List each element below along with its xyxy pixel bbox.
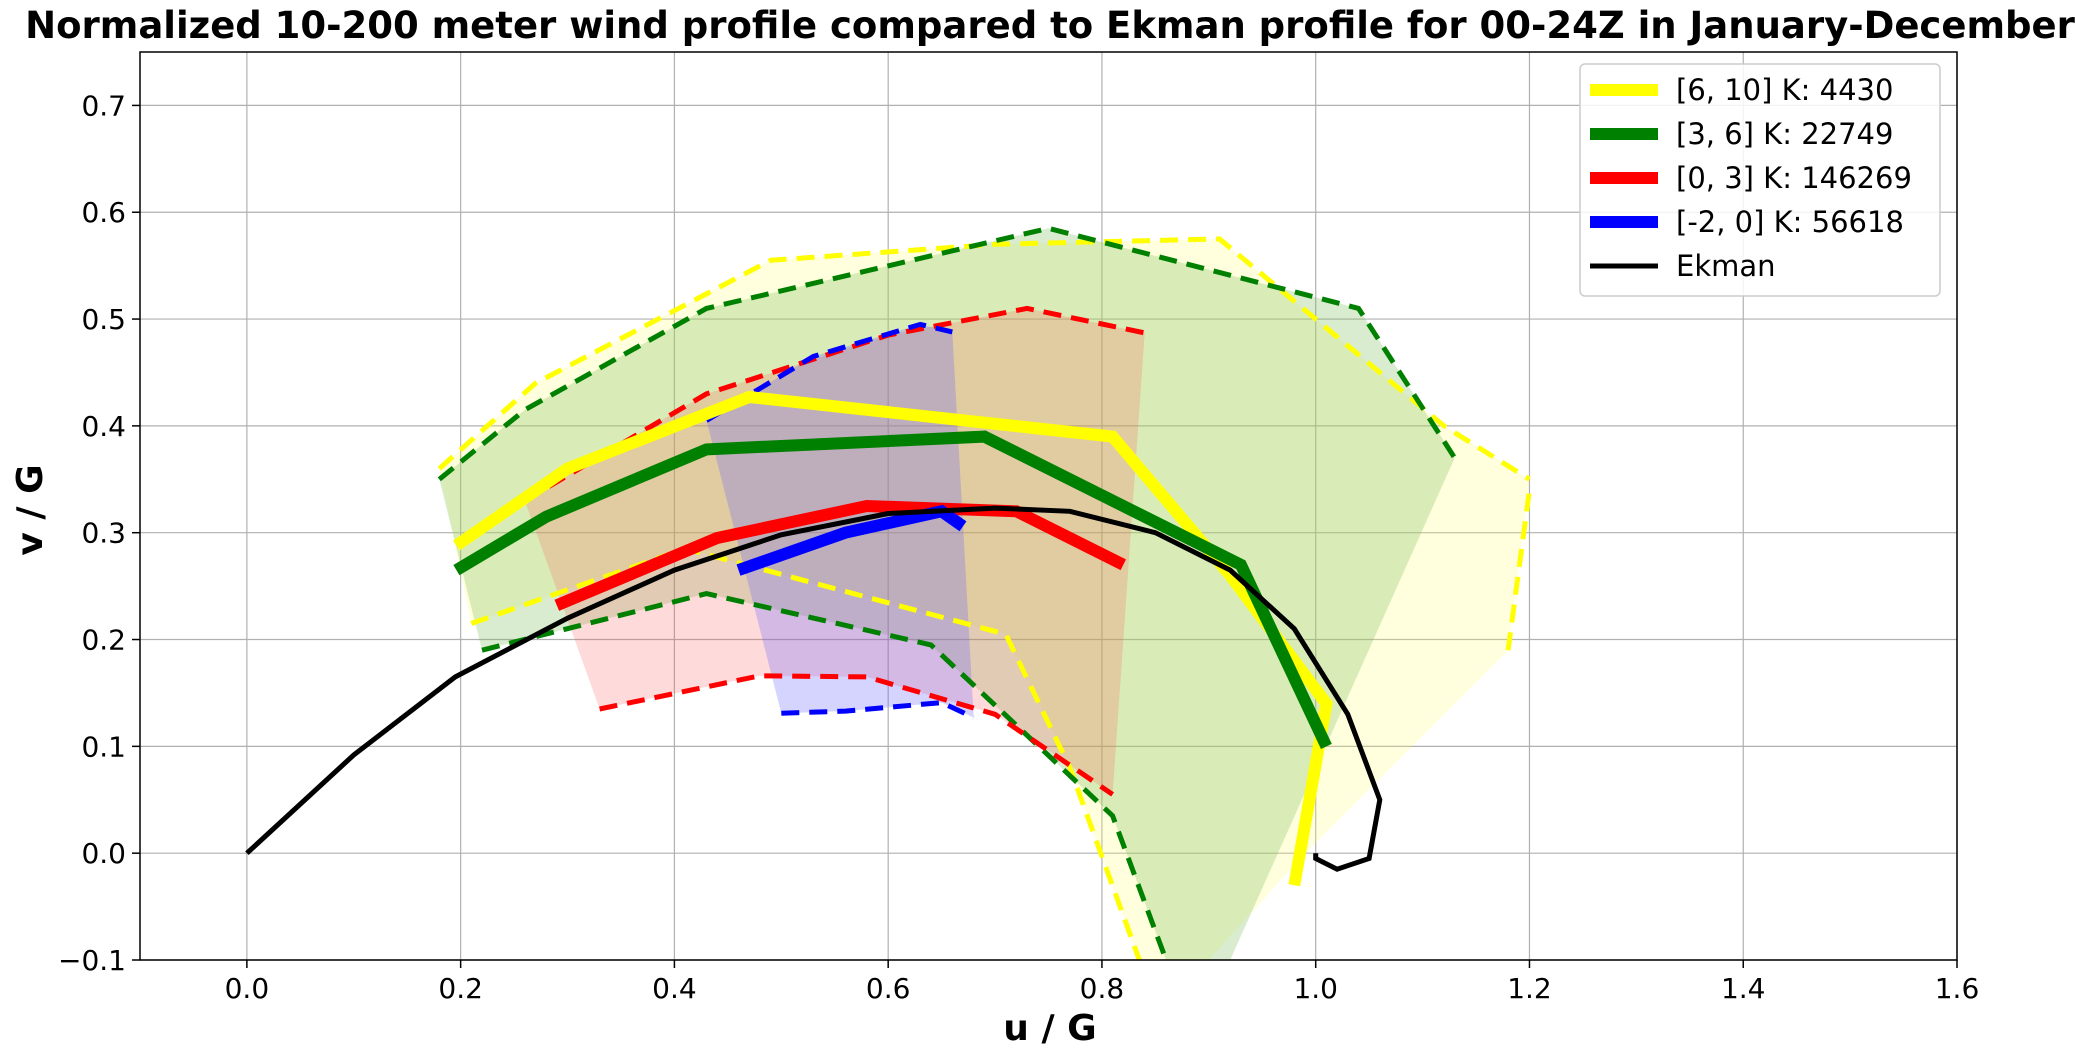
- y-tick-label: 0.1: [81, 730, 126, 763]
- x-tick-label: 0.2: [438, 972, 483, 1005]
- x-tick-label: 1.6: [1935, 972, 1980, 1005]
- y-axis-label: v / G: [10, 464, 51, 555]
- x-tick-label: 0.4: [652, 972, 697, 1005]
- mean-profile-line: [452, 390, 1333, 887]
- y-axis-ticks: −0.1 0.0 0.1 0.2 0.3 0.4 0.5 0.6 0.7: [58, 89, 140, 977]
- spread-boundary-lower: [599, 673, 1115, 797]
- y-tick-label: 0.5: [81, 303, 126, 336]
- legend-label: [3, 6] K: 22749: [1676, 117, 1893, 151]
- legend-label: Ekman: [1676, 249, 1776, 283]
- x-tick-label: 1.0: [1293, 972, 1338, 1005]
- spread-bands: [439, 228, 1530, 960]
- y-tick-label: 0.0: [81, 837, 126, 870]
- y-tick-label: 0.6: [81, 196, 126, 229]
- plot-frame: [139, 51, 1958, 961]
- spread-boundary-upper: [437, 225, 1457, 482]
- spread-boundary-lines: [437, 225, 1532, 960]
- legend-frame: [1579, 63, 1941, 297]
- x-tick-label: 1.2: [1507, 972, 1552, 1005]
- spread-band: [439, 228, 1455, 960]
- spread-boundary-lower: [470, 546, 1142, 960]
- spread-boundary-upper: [705, 321, 953, 423]
- chart-title: Normalized 10-200 meter wind profile com…: [25, 4, 2075, 47]
- mean-profile-line: [554, 499, 1126, 611]
- legend-label: [0, 3] K: 146269: [1676, 161, 1912, 195]
- y-tick-label: 0.3: [81, 517, 126, 550]
- x-tick-label: 0.0: [225, 972, 270, 1005]
- spread-boundary-lower: [781, 700, 975, 720]
- y-tick-label: 0.2: [81, 624, 126, 657]
- x-axis-label: u / G: [1003, 1008, 1096, 1049]
- mean-profile-line: [736, 504, 967, 576]
- y-tick-label: 0.7: [81, 89, 126, 122]
- x-axis-ticks: 0.0 0.2 0.4 0.6 0.8 1.0 1.2 1.4 1.6: [225, 960, 1980, 1005]
- legend-label: [6, 10] K: 4430: [1676, 73, 1893, 107]
- mean-profile-lines: [245, 390, 1383, 887]
- x-tick-label: 1.4: [1721, 972, 1766, 1005]
- legend: [6, 10] K: 4430 [3, 6] K: 22749 [0, 3] K: …: [1579, 63, 1941, 297]
- x-tick-label: 0.8: [1080, 972, 1125, 1005]
- spread-boundary-lower: [481, 591, 1169, 960]
- x-tick-label: 0.6: [866, 972, 911, 1005]
- y-tick-label: 0.4: [81, 410, 126, 443]
- ekman-line: [245, 505, 1383, 872]
- y-tick-label: −0.1: [58, 944, 126, 977]
- spread-boundary-upper: [437, 236, 1531, 482]
- legend-label: [-2, 0] K: 56618: [1676, 205, 1904, 239]
